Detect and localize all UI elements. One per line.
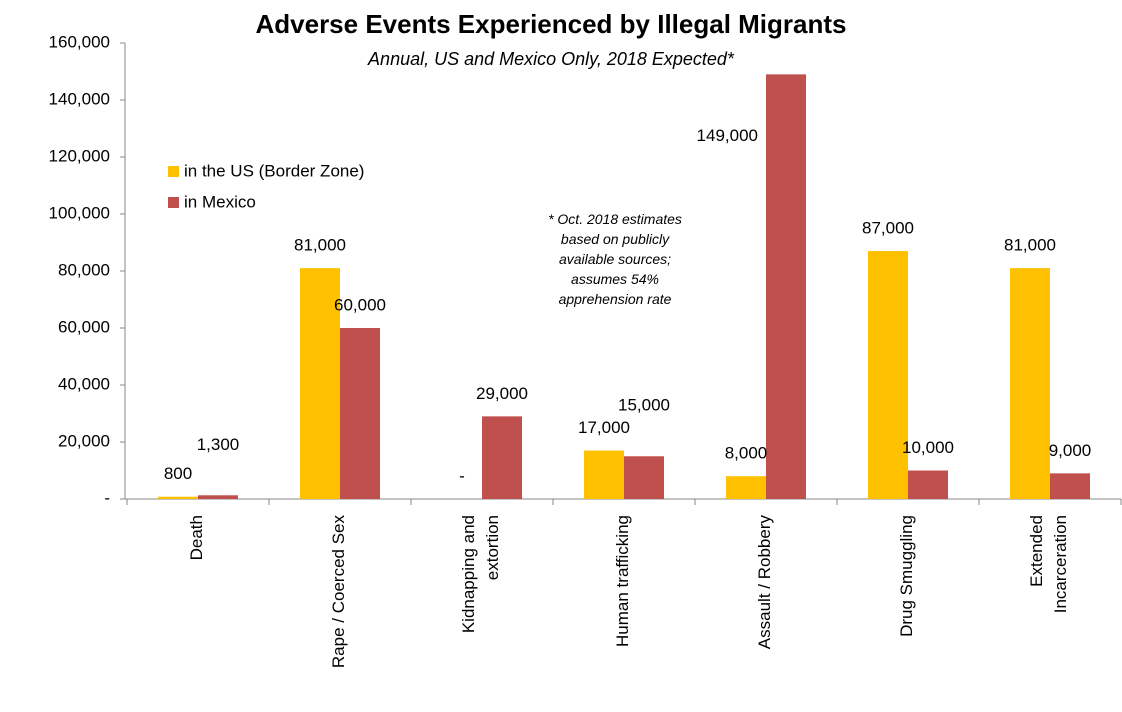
bar <box>482 416 522 499</box>
x-tick-label: Assault / Robbery <box>755 515 774 650</box>
bar <box>158 496 198 499</box>
value-label: 81,000 <box>1004 236 1056 255</box>
value-label: 1,300 <box>197 435 240 454</box>
y-tick-label: 140,000 <box>49 89 110 108</box>
bar <box>1050 473 1090 499</box>
value-label: 15,000 <box>618 396 670 415</box>
y-tick-label: 60,000 <box>58 317 110 336</box>
x-tick-label: Rape / Coerced Sex <box>329 515 348 669</box>
chart-title: Adverse Events Experienced by Illegal Mi… <box>255 9 846 39</box>
bar <box>340 328 380 499</box>
value-label: - <box>459 466 465 485</box>
value-label: 8,000 <box>725 444 768 463</box>
value-label: 10,000 <box>902 438 954 457</box>
legend-swatch <box>168 166 179 177</box>
annotation: * Oct. 2018 estimates based on publicly av… <box>548 211 682 307</box>
chart-subtitle: Annual, US and Mexico Only, 2018 Expecte… <box>367 49 735 69</box>
bar <box>766 74 806 499</box>
y-tick-label: - <box>104 488 110 507</box>
x-tick-label: Extended Incarceration <box>1027 515 1070 613</box>
x-tick-label: Human trafficking <box>613 515 632 647</box>
bar <box>624 456 664 499</box>
bar <box>198 495 238 499</box>
y-tick-label: 40,000 <box>58 374 110 393</box>
x-tick-label: Death <box>187 515 206 560</box>
bar <box>868 251 908 499</box>
x-tick-label: Kidnapping and extortion <box>459 515 502 633</box>
bar <box>908 470 948 499</box>
y-tick-label: 160,000 <box>49 32 110 51</box>
x-tick-label: Drug Smuggling <box>897 515 916 637</box>
value-label: 800 <box>164 464 192 483</box>
value-label: 81,000 <box>294 236 346 255</box>
value-label: 149,000 <box>697 126 758 145</box>
value-label: 17,000 <box>578 418 630 437</box>
value-label: 9,000 <box>1049 441 1092 460</box>
value-label: 60,000 <box>334 295 386 314</box>
y-tick-label: 80,000 <box>58 260 110 279</box>
y-tick-label: 120,000 <box>49 146 110 165</box>
value-label: 87,000 <box>862 219 914 238</box>
bar <box>1010 268 1050 499</box>
legend-swatch <box>168 197 179 208</box>
y-tick-label: 20,000 <box>58 431 110 450</box>
bar <box>726 476 766 499</box>
legend-label: in the US (Border Zone) <box>184 161 364 180</box>
bar <box>584 450 624 499</box>
value-label: 29,000 <box>476 384 528 403</box>
legend-label: in Mexico <box>184 192 256 211</box>
bar <box>300 268 340 499</box>
y-tick-label: 100,000 <box>49 203 110 222</box>
